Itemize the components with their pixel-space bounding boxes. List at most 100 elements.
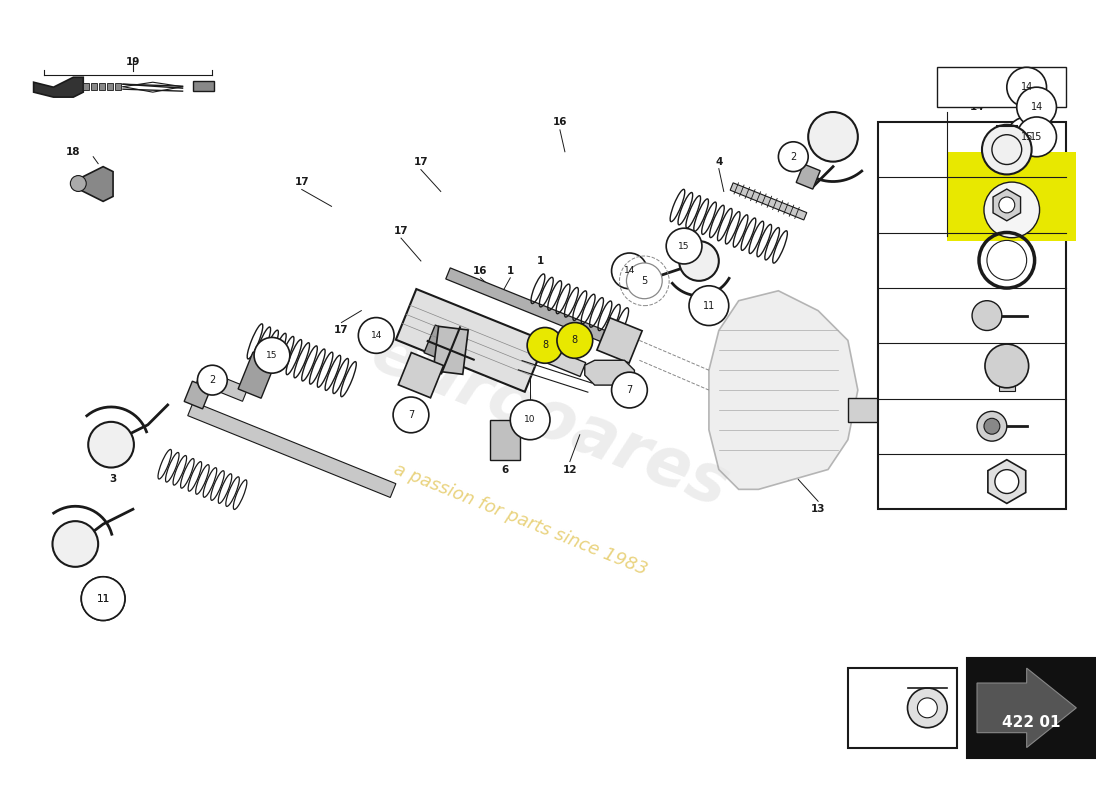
Text: 14: 14 [970,132,985,142]
Text: 14: 14 [1021,82,1033,92]
Circle shape [81,577,125,621]
Text: 1: 1 [507,266,514,276]
Text: 16: 16 [473,266,487,276]
Text: 5: 5 [902,422,910,431]
Circle shape [88,422,134,467]
Circle shape [393,397,429,433]
Circle shape [53,521,98,567]
Polygon shape [585,360,635,385]
Polygon shape [993,189,1021,221]
Polygon shape [433,326,469,374]
Text: 9: 9 [616,395,623,405]
Text: 13: 13 [811,504,825,514]
Text: 1: 1 [537,256,543,266]
Bar [91,83,97,90]
Circle shape [808,112,858,162]
Text: 17: 17 [334,326,349,335]
Bar [999,366,1014,390]
Circle shape [779,142,808,171]
Circle shape [667,228,702,264]
Polygon shape [188,402,396,498]
Text: 17: 17 [414,157,428,166]
Circle shape [510,400,550,440]
Text: a passion for parts since 1983: a passion for parts since 1983 [390,460,650,578]
Text: 14: 14 [898,145,913,154]
Bar [116,83,121,90]
Circle shape [627,263,662,298]
Circle shape [999,197,1014,213]
Circle shape [992,134,1022,165]
Polygon shape [988,460,1025,503]
Text: 8: 8 [902,310,910,321]
Polygon shape [923,402,953,418]
Polygon shape [34,78,84,97]
Text: 7: 7 [408,410,414,420]
Polygon shape [848,398,927,422]
Bar [947,211,1076,241]
Text: 15: 15 [266,351,277,360]
Text: 17: 17 [394,226,408,236]
Text: 5: 5 [641,276,648,286]
Text: 14: 14 [1031,102,1043,112]
Polygon shape [597,318,642,363]
Bar [967,658,1097,758]
Text: 11: 11 [97,594,110,604]
Text: 15: 15 [679,242,690,250]
Text: 6: 6 [502,465,509,474]
Circle shape [612,372,647,408]
Text: 14: 14 [970,102,985,112]
Circle shape [557,322,593,358]
Polygon shape [398,353,443,398]
Bar [107,83,113,90]
Circle shape [612,253,647,289]
Text: 17: 17 [994,191,1010,202]
Text: 10: 10 [898,255,913,266]
Circle shape [984,182,1040,238]
Polygon shape [977,668,1076,747]
Bar [937,67,1066,107]
Circle shape [689,286,728,326]
Polygon shape [184,381,211,409]
Text: 16: 16 [552,117,568,127]
Polygon shape [535,344,585,377]
Text: 8: 8 [572,335,578,346]
Circle shape [917,698,937,718]
Circle shape [679,241,718,281]
Text: 14: 14 [624,266,635,275]
Polygon shape [396,289,546,392]
Text: 15: 15 [1031,132,1043,142]
Polygon shape [238,352,276,398]
Text: 18: 18 [994,222,1010,231]
Text: 11: 11 [703,301,715,310]
Text: 7: 7 [902,366,910,376]
Polygon shape [730,183,806,220]
Circle shape [1006,117,1046,157]
Text: 14: 14 [371,331,382,340]
Bar [192,82,215,91]
Circle shape [359,318,394,354]
Text: 11: 11 [97,594,110,604]
Bar [99,83,106,90]
Bar [848,668,957,747]
Polygon shape [74,166,113,202]
Text: 15: 15 [970,162,985,172]
Text: 15: 15 [970,132,985,142]
Polygon shape [491,420,520,459]
Circle shape [908,688,947,728]
Text: 4: 4 [715,157,723,166]
Circle shape [1006,67,1046,107]
Circle shape [81,577,125,621]
Text: 2: 2 [902,477,910,486]
Text: 17: 17 [295,177,309,186]
Text: 1: 1 [974,82,981,92]
Text: 11: 11 [898,200,913,210]
Circle shape [977,411,1007,441]
Text: 2: 2 [790,152,796,162]
Polygon shape [708,290,858,490]
Text: 8: 8 [542,340,548,350]
Circle shape [527,327,563,363]
Text: 16: 16 [994,162,1010,172]
Circle shape [70,175,86,191]
Polygon shape [424,325,468,366]
Circle shape [984,418,1000,434]
